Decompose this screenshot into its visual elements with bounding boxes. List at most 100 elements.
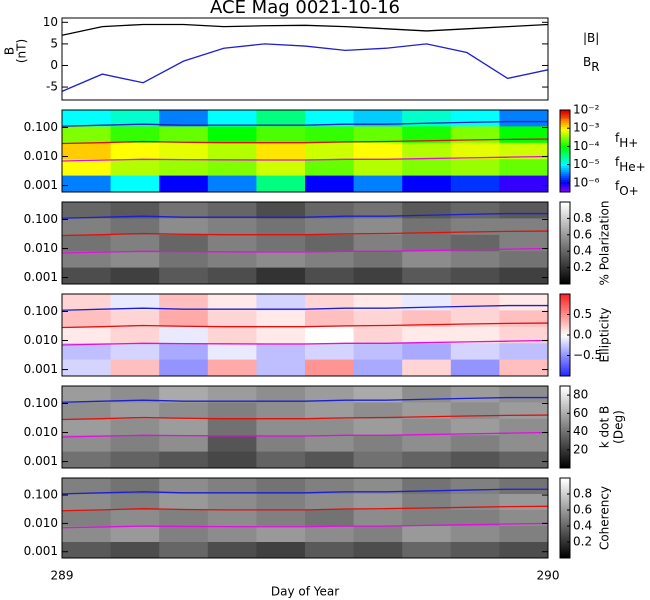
heat-cell (499, 251, 548, 269)
heat-cell (207, 267, 257, 284)
colorbar-segment (560, 163, 570, 166)
colorbar-segment (560, 300, 570, 303)
colorbar-segment (560, 189, 570, 193)
colorbar-segment (560, 433, 570, 436)
colorbar-segment (560, 447, 570, 451)
heat-cell (450, 142, 500, 160)
colorbar-segment (560, 351, 570, 354)
heat-cell (402, 451, 452, 468)
colorbar-segment (560, 526, 570, 529)
colorbar-label: (Deg) (612, 410, 626, 444)
heat-cell (305, 142, 355, 160)
y-tick-label: 0.001 (24, 270, 58, 284)
colorbar-segment (560, 306, 570, 309)
panel-frame (61, 109, 549, 193)
colorbar-segment (560, 114, 570, 117)
colorbar-segment (560, 427, 570, 430)
colorbar-segment (560, 216, 570, 219)
heat-cell (499, 451, 548, 468)
heat-cell (305, 526, 355, 543)
colorbar-segment (560, 522, 570, 525)
legend-name: f (615, 131, 620, 145)
heat-cell (450, 359, 500, 376)
y-tick-label: 10 (43, 15, 58, 29)
heat-cell (159, 126, 209, 144)
colorbar-segment (560, 490, 570, 493)
colorbar-segment (560, 118, 570, 121)
legend-subscript: H+ (619, 136, 638, 150)
heat-cell (207, 418, 257, 436)
colorbar-segment (560, 240, 570, 244)
colorbar-label: k dot B (598, 406, 612, 448)
heat-cell (62, 310, 112, 328)
panel-frame (61, 17, 549, 101)
heat-cell (256, 359, 306, 376)
heat-cell (159, 202, 209, 219)
heat-cell (110, 234, 160, 252)
colorbar-segment (560, 369, 570, 373)
colorbar-segment (560, 349, 570, 352)
colorbar-segment (560, 484, 570, 487)
heat-cell (62, 451, 112, 468)
colorbar-segment (560, 396, 570, 399)
colorbar-segment (560, 386, 570, 389)
heat-cell (402, 126, 452, 144)
heat-cell (305, 234, 355, 252)
colorbar-segment (560, 238, 570, 242)
heat-cell (499, 435, 548, 453)
colorbar-segment (560, 165, 570, 168)
colorbar-segment (560, 441, 570, 444)
colorbar-segment (560, 167, 570, 170)
heat-cell (159, 267, 209, 284)
chart-title: ACE Mag 0021-10-16 (210, 0, 400, 18)
colorbar-segment (560, 183, 570, 187)
colorbar-segment (560, 296, 570, 299)
colorbar-segment (560, 177, 570, 181)
colorbar-segment (560, 408, 570, 412)
legend-entry: fO+ (615, 179, 639, 198)
colorbar-segment (560, 138, 570, 142)
colorbar-segment (560, 544, 570, 547)
series-line (62, 304, 548, 311)
heat-cell (62, 386, 112, 403)
colorbar-segment (560, 518, 570, 521)
colorbar-segment (560, 228, 570, 232)
heat-cell (353, 294, 403, 311)
colorbar-frame (559, 201, 571, 285)
heat-cell (305, 418, 355, 436)
heat-cell (402, 251, 452, 269)
heat-cell (353, 126, 403, 144)
heat-cell (402, 510, 452, 527)
colorbar-segment (560, 540, 570, 543)
heat-cell (207, 402, 257, 420)
legend-name: f (615, 155, 620, 169)
heat-cell (207, 218, 257, 236)
colorbar-segment (560, 155, 570, 158)
heat-cell (305, 310, 355, 328)
heat-cell (62, 110, 112, 127)
series-line (62, 488, 548, 495)
y-tick-label: 0.100 (24, 304, 58, 318)
series-line (62, 230, 548, 237)
colorbar-tick-label: 10⁻⁴ (573, 139, 600, 153)
heat-cell (353, 110, 403, 127)
y-tick-label: 0.010 (24, 241, 58, 255)
heat-cell (305, 402, 355, 420)
heat-cell (207, 234, 257, 252)
heat-cell (402, 435, 452, 453)
heat-cell (256, 175, 306, 192)
series-line (62, 138, 548, 145)
colorbar-segment (560, 554, 570, 557)
colorbar-segment (560, 281, 570, 285)
colorbar-segment (560, 398, 570, 401)
heat-cell (353, 175, 403, 192)
heat-cell (159, 251, 209, 269)
heat-cell (353, 510, 403, 527)
colorbar-segment (560, 185, 570, 189)
colorbar-segment (560, 463, 570, 467)
y-axis-label: B (3, 47, 17, 55)
heat-cell (256, 402, 306, 420)
plot-area (62, 23, 548, 92)
colorbar-segment (560, 550, 570, 553)
